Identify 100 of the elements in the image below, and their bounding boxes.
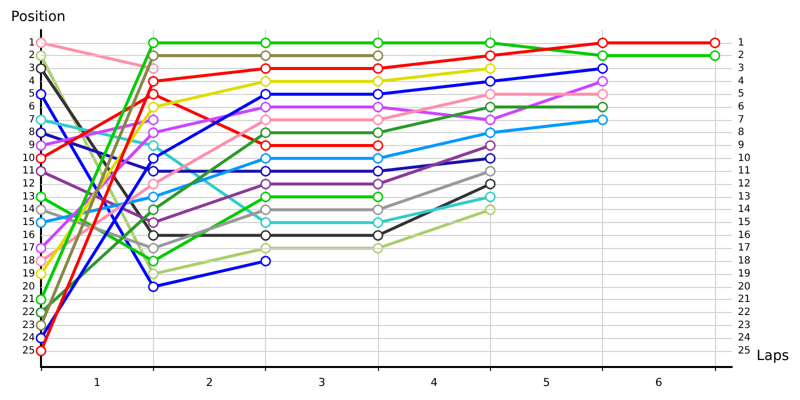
point: [260, 140, 271, 151]
point: [485, 88, 496, 100]
point: [485, 192, 496, 202]
point: [260, 102, 271, 112]
y2-tick-label: 21: [738, 294, 751, 306]
y2-tick-label: 12: [738, 178, 751, 190]
point: [485, 140, 496, 151]
y2-tick-label: 13: [738, 191, 751, 202]
point: [148, 50, 159, 61]
point: [260, 230, 271, 241]
point: [36, 256, 46, 266]
point: [372, 243, 384, 254]
y2-tick-label: 3: [738, 63, 744, 74]
point: [148, 114, 159, 126]
point: [372, 127, 384, 138]
point: [597, 102, 608, 112]
y-tick-label: 2: [28, 50, 35, 62]
point: [36, 50, 46, 61]
y-tick-label: 4: [28, 76, 35, 87]
point: [260, 243, 271, 254]
y2-tick-label: 20: [738, 281, 751, 292]
point: [260, 63, 271, 74]
y-tick-label: 9: [28, 140, 35, 152]
y-tick-label: 15: [22, 217, 35, 228]
point: [148, 204, 159, 215]
point: [485, 166, 496, 176]
y-tick-label: 14: [22, 204, 35, 216]
y2-tick-label: 10: [738, 152, 751, 164]
y-tick-label: 23: [22, 320, 35, 331]
y-tick-label: 21: [22, 294, 35, 306]
point: [260, 204, 271, 215]
point: [260, 38, 271, 48]
point: [260, 256, 271, 266]
point: [597, 76, 608, 87]
y2-tick-label: 15: [738, 217, 751, 228]
y-tick-label: 6: [28, 102, 35, 113]
y-tick-label: 16: [22, 230, 35, 241]
y-tick-label: 1: [28, 37, 35, 48]
point: [260, 127, 271, 138]
y2-tick-label: 25: [738, 345, 751, 356]
point: [148, 166, 159, 176]
point: [36, 320, 46, 331]
point: [372, 63, 384, 74]
y-tick-label: 7: [28, 114, 35, 126]
point: [148, 38, 159, 48]
point: [485, 76, 496, 87]
point: [36, 294, 46, 305]
point: [372, 102, 384, 112]
y-tick-label: 20: [22, 281, 35, 292]
point: [260, 178, 271, 190]
x-tick-label: 6: [655, 376, 662, 389]
point: [372, 88, 384, 100]
y2-tick-label: 22: [738, 306, 751, 318]
point: [148, 256, 159, 266]
point: [36, 38, 46, 48]
point: [148, 192, 159, 202]
point: [485, 127, 496, 138]
y-axis-title: Position: [11, 9, 66, 25]
y2-tick-label: 24: [738, 332, 751, 344]
y-tick-label: 24: [22, 332, 35, 344]
point: [148, 243, 159, 254]
point: [148, 230, 159, 241]
x-axis-title: Laps: [756, 348, 790, 364]
y2-tick-label: 4: [738, 76, 744, 87]
y-tick-label: 5: [28, 88, 35, 100]
point: [710, 38, 720, 48]
point: [260, 88, 271, 100]
point: [36, 63, 46, 74]
point: [36, 332, 46, 344]
x-tick-label: 3: [318, 376, 326, 389]
point: [260, 50, 271, 61]
y-tick-label: 12: [22, 178, 35, 190]
point: [36, 268, 46, 280]
point: [485, 102, 496, 112]
point: [36, 140, 46, 151]
point: [148, 282, 159, 292]
point: [148, 178, 159, 190]
x-tick-label: 2: [206, 376, 213, 389]
point: [260, 153, 271, 164]
point: [372, 50, 384, 61]
point: [597, 114, 608, 126]
point: [372, 114, 384, 126]
y-tick-label: 11: [22, 166, 35, 177]
point: [372, 204, 384, 215]
point: [597, 38, 608, 48]
point: [485, 63, 496, 74]
point: [148, 140, 159, 151]
point: [710, 50, 720, 61]
point: [36, 346, 46, 356]
point: [372, 153, 384, 164]
y2-tick-label: 8: [738, 127, 744, 138]
y-tick-label: 17: [22, 242, 35, 254]
y-tick-label: 25: [22, 345, 35, 356]
point: [485, 178, 496, 190]
y2-tick-label: 6: [738, 102, 744, 113]
point: [36, 153, 46, 164]
point: [36, 88, 46, 100]
y-tick-label: 10: [22, 152, 35, 164]
point: [148, 217, 159, 228]
point: [36, 192, 46, 202]
